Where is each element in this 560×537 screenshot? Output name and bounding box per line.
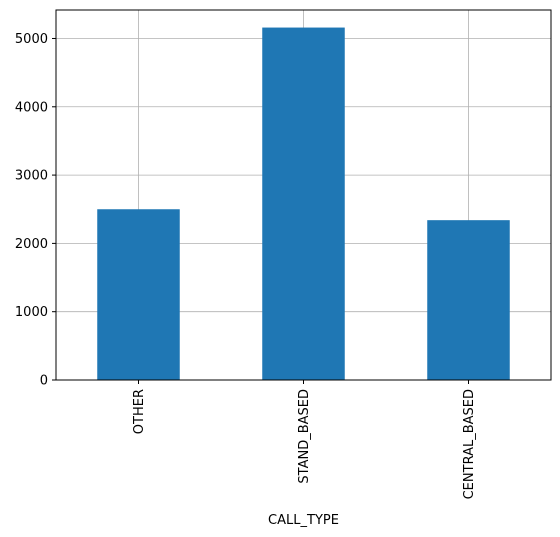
bars [97, 27, 510, 381]
y-tick-label: 5000 [15, 32, 48, 47]
x-tick-label: STAND_BASED [297, 389, 312, 484]
y-tick-label: 4000 [15, 100, 48, 115]
bar-central-based [427, 220, 510, 380]
bar-stand-based [262, 27, 345, 381]
y-tick-label: 2000 [15, 237, 48, 252]
x-axis-label: CALL_TYPE [268, 513, 339, 528]
y-axis-ticks: 0 1000 2000 3000 4000 5000 [15, 32, 56, 389]
x-tick-label: OTHER [132, 389, 147, 434]
x-axis-ticks: OTHER STAND_BASED CENTRAL_BASED [132, 380, 477, 499]
x-tick-label: CENTRAL_BASED [462, 389, 477, 499]
y-tick-label: 1000 [15, 305, 48, 320]
y-tick-label: 3000 [15, 169, 48, 184]
y-tick-label: 0 [40, 374, 48, 389]
bar-other [97, 209, 180, 380]
